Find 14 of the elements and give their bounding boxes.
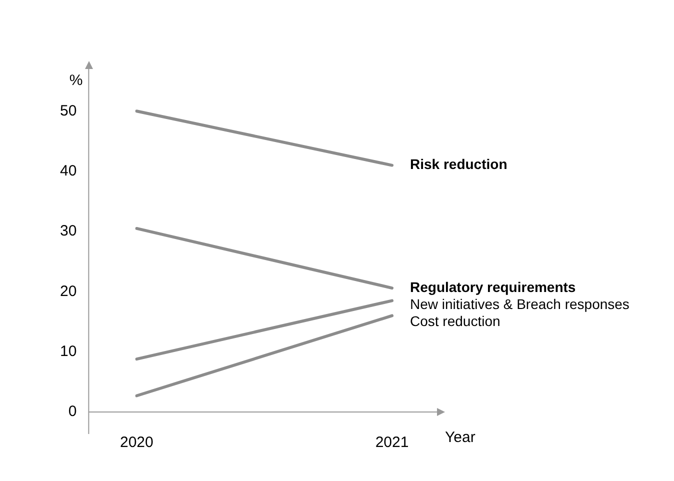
series-label: Regulatory requirements (410, 278, 576, 295)
y-tick-label: 0 (68, 403, 77, 420)
y-axis-title: % (69, 72, 83, 90)
x-tick-label: 2021 (375, 434, 409, 452)
series-label: Risk reduction (410, 156, 508, 172)
y-tick-label: 20 (60, 282, 77, 300)
y-tick-label: 50 (60, 102, 77, 120)
y-tick-label: 30 (60, 222, 77, 240)
series-label: New initiatives & Breach responses (410, 296, 630, 312)
y-tick-label: 40 (60, 162, 77, 180)
x-axis-title: Year (445, 429, 476, 446)
y-tick-label: 10 (60, 342, 77, 360)
series-label: Cost reduction (410, 312, 500, 329)
x-tick-label: 2020 (120, 434, 154, 452)
